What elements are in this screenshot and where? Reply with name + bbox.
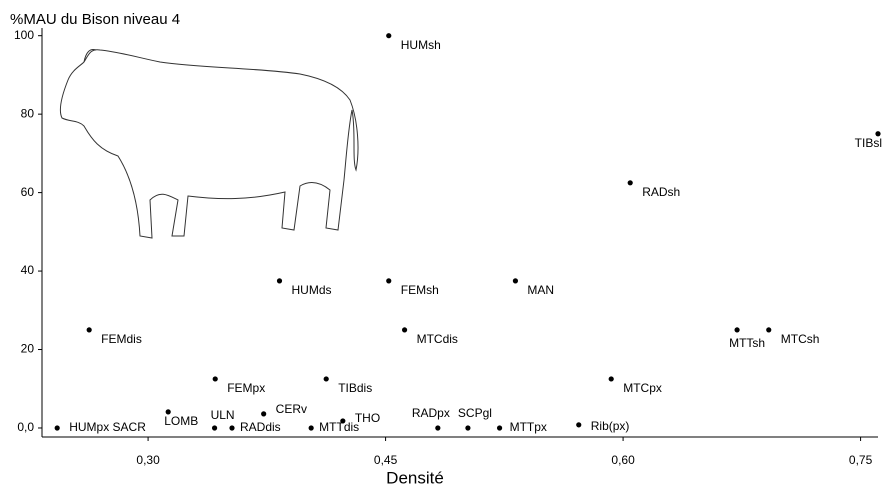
y-tick-label: 60	[21, 185, 35, 199]
point-label: MTTdis	[319, 420, 359, 434]
point	[308, 425, 314, 431]
point-label: TIBsl	[855, 136, 882, 150]
point	[496, 425, 503, 431]
point	[212, 376, 218, 382]
point	[875, 131, 881, 137]
point-label: FEMpx	[227, 381, 265, 395]
point-label: HUMds	[292, 283, 332, 297]
point-label: RADsh	[642, 185, 680, 199]
point	[465, 425, 471, 431]
point-label: CERv	[276, 402, 307, 416]
point	[386, 33, 392, 39]
point	[386, 278, 392, 284]
point-label: LOMB	[164, 414, 198, 428]
x-tick-label: 0,45	[374, 453, 398, 467]
point-label: RADpx	[412, 406, 450, 420]
x-tick-label: 0,60	[611, 453, 635, 467]
point-label: HUMpx SACR	[69, 420, 146, 434]
point-label: THO	[355, 411, 380, 425]
x-axis-label: Densité	[386, 468, 444, 487]
point-label: RADdis	[240, 420, 281, 434]
point	[261, 411, 267, 417]
point	[323, 376, 329, 382]
point	[401, 327, 408, 333]
point-label: MTCdis	[417, 332, 458, 346]
point	[86, 327, 92, 333]
point	[512, 278, 519, 284]
point-label: FEMsh	[401, 283, 439, 297]
x-tick-label: 0,75	[849, 453, 873, 467]
chart-title: %MAU du Bison niveau 4	[10, 11, 180, 28]
y-tick-label: 80	[21, 106, 35, 120]
point-label: MTCsh	[781, 332, 820, 346]
bison-silhouette	[59, 49, 359, 239]
point	[276, 278, 283, 284]
y-tick-label: 0,0	[17, 420, 34, 434]
point	[766, 327, 772, 333]
point-label: MTTpx	[510, 420, 547, 434]
point	[229, 425, 235, 431]
x-tick-label: 0,30	[136, 453, 160, 467]
point-label: HUMsh	[401, 38, 441, 52]
point-label: ULN	[211, 408, 235, 422]
point	[576, 422, 582, 428]
y-tick-label: 100	[14, 28, 34, 42]
point-label: SCPgl	[458, 406, 492, 420]
point-label: Rib(px)	[591, 419, 630, 433]
point-label: TIBdis	[338, 381, 372, 395]
point	[340, 418, 346, 424]
point	[435, 425, 441, 431]
point	[165, 409, 171, 415]
point	[211, 425, 218, 431]
point-label: MAN	[527, 283, 554, 297]
point-label: MTCpx	[623, 381, 662, 395]
point	[627, 180, 633, 186]
point	[54, 425, 60, 431]
point	[608, 376, 614, 382]
point-label: FEMdis	[101, 332, 142, 346]
point	[734, 327, 740, 333]
y-tick-label: 20	[21, 342, 35, 356]
point-label: MTTsh	[729, 336, 765, 350]
y-tick-label: 40	[21, 263, 35, 277]
